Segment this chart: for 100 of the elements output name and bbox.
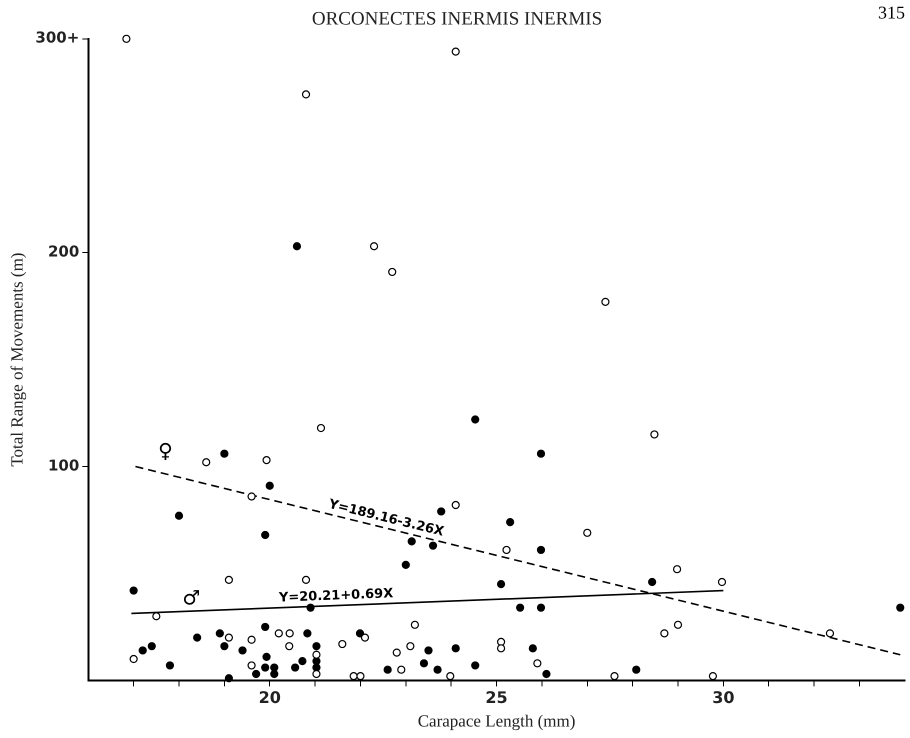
point: [356, 629, 364, 638]
point: [338, 640, 346, 648]
point: [302, 576, 310, 584]
text: 315: [878, 2, 905, 23]
point: [247, 636, 256, 644]
point: [285, 642, 294, 650]
point: [220, 642, 228, 650]
point: [193, 634, 202, 642]
point: [262, 456, 271, 464]
point: [356, 672, 365, 680]
point: [601, 298, 610, 306]
point: [718, 578, 726, 586]
point: [270, 670, 278, 678]
point: [433, 666, 442, 674]
point: [306, 604, 315, 612]
point: [316, 424, 326, 432]
point: [266, 482, 274, 490]
point: [397, 666, 406, 674]
point: [166, 661, 174, 670]
point: [292, 242, 302, 250]
point: [533, 659, 542, 668]
x-tick-label: 30: [712, 688, 734, 708]
point: [312, 650, 321, 659]
point: [148, 642, 156, 650]
point: [660, 629, 668, 638]
point: [502, 546, 511, 554]
x-tick-label: 25: [485, 688, 508, 708]
point: [384, 666, 392, 674]
point: [174, 512, 184, 520]
point: [471, 661, 480, 670]
point: [261, 622, 270, 632]
point: [247, 492, 256, 501]
point: [496, 644, 506, 652]
annotation: ♂: [182, 586, 200, 610]
point: [446, 672, 454, 680]
point: [650, 430, 658, 439]
point: [312, 670, 321, 678]
point: [262, 652, 271, 661]
point: [247, 661, 256, 670]
series-label: Y=20.21+0.69X: [278, 586, 394, 606]
point: [536, 546, 546, 554]
point: [202, 458, 210, 466]
point: [130, 586, 138, 595]
point: [406, 642, 414, 650]
point: [138, 646, 147, 655]
point: [496, 580, 506, 588]
point: [360, 634, 370, 642]
x-axis-title: Carapace Length (mm): [418, 711, 576, 730]
point: [536, 450, 546, 458]
point: [370, 242, 378, 250]
point: [583, 528, 592, 537]
point: [410, 620, 419, 629]
point: [298, 657, 306, 666]
point: [648, 578, 656, 586]
point: [424, 646, 433, 655]
y-tick-label: 100: [48, 456, 80, 474]
point: [826, 629, 834, 638]
x-tick-label: 20: [258, 688, 281, 708]
point: [238, 646, 247, 655]
point: [428, 542, 438, 550]
chart-title: ORCONECTES INERMIS INERMIS: [312, 8, 602, 30]
point: [224, 674, 234, 682]
point: [261, 530, 270, 540]
point: [220, 450, 228, 458]
point: [672, 565, 682, 574]
point: [402, 560, 410, 570]
y-tick-label: 300+: [35, 28, 80, 47]
y-tick-label: 200: [48, 242, 80, 261]
point: [674, 620, 682, 629]
point: [312, 642, 321, 650]
point: [542, 670, 551, 678]
point: [252, 670, 260, 678]
point: [420, 659, 428, 668]
point: [261, 663, 270, 672]
point: [536, 604, 546, 612]
point: [274, 629, 283, 638]
point: [291, 663, 300, 672]
point: [122, 34, 130, 43]
point: [224, 634, 234, 642]
point: [303, 629, 312, 638]
point: [632, 666, 640, 674]
point: [286, 629, 294, 638]
point: [388, 268, 396, 276]
point: [224, 576, 234, 584]
point: [350, 672, 358, 680]
point: [152, 612, 160, 620]
point: [452, 48, 460, 56]
point: [516, 604, 524, 612]
point: [452, 644, 460, 652]
point: [506, 518, 514, 526]
y-axis-title: Total Range of Movements (m): [8, 252, 27, 467]
annotation: ♀: [158, 438, 173, 463]
point: [708, 672, 718, 680]
point: [130, 654, 138, 664]
point: [312, 663, 321, 672]
point: [471, 415, 480, 424]
point: [302, 90, 310, 99]
point: [452, 500, 460, 510]
point: [610, 672, 619, 680]
point: [392, 648, 401, 657]
